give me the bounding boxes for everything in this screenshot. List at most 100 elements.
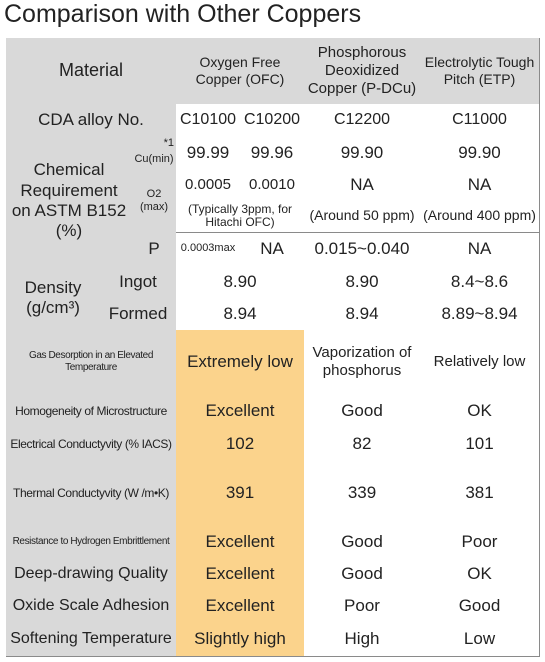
row-label: CDA alloy No. [6, 104, 177, 137]
row-label-text: Density (g/cm³) [24, 277, 82, 317]
value-cell-text: OK [467, 400, 492, 420]
value-cell-text: C12200 [333, 111, 391, 129]
value-cell: 8.94 [304, 298, 421, 331]
value-cell: Good [420, 590, 540, 623]
value-cell: 8.90 [176, 266, 305, 299]
note-cell-text: (Typically 3ppm, for Hitachi OFC) [187, 201, 293, 229]
note-cell: (Around 400 ppm) [420, 200, 540, 233]
value-cell-text: C10100 [179, 111, 237, 129]
value-cell-text: 99.90 [340, 142, 384, 162]
note-cell: (Typically 3ppm, for Hitachi OFC) [176, 200, 305, 233]
row-label-text: Oxide Scale Adhesion [12, 597, 170, 615]
sub-label: P [132, 232, 177, 267]
sub-label-text: Cu(min) [134, 152, 174, 165]
footnote-mark: *1 [163, 137, 174, 149]
sub-label: Cu(min) *1 [132, 136, 177, 171]
value-cell: 8.4~8.6 [420, 266, 540, 299]
row-label-text: Chemical Requirement on ASTM B152 (%) [11, 160, 127, 241]
sub-label-text: Ingot [119, 271, 157, 291]
value-cell-text: Poor [344, 595, 380, 615]
note-cell: (Around 50 ppm) [304, 200, 421, 233]
page-title: Comparison with Other Coppers [4, 0, 362, 28]
value-cell-text: 0.0003max [180, 242, 236, 255]
header-cell-text: Material [58, 60, 124, 81]
value-cell-text: 339 [347, 482, 377, 502]
value-cell-text: Excellent [205, 595, 275, 615]
header-cell-text: Oxygen Free Copper (OFC) [195, 54, 285, 87]
value-cell-text: C11000 [452, 111, 507, 129]
value-cell-text: NA [350, 174, 374, 194]
value-cell: 0.0010 [240, 170, 305, 201]
value-cell: NA [420, 170, 540, 201]
value-cell-text: High [344, 628, 380, 648]
value-cell-text: Good [341, 563, 383, 583]
value-cell-text: 8.90 [223, 271, 257, 291]
value-cell: 0.0003max [176, 232, 241, 267]
value-cell: C12200 [304, 104, 421, 137]
value-cell-text: 8.94 [223, 303, 257, 323]
note-cell-text: (Around 50 ppm) [309, 207, 415, 224]
row-label-text: Resistance to Hydrogen Embrittlement [12, 536, 170, 547]
value-cell: 8.89~8.94 [420, 298, 540, 331]
value-cell: Low [420, 622, 540, 657]
value-cell: 82 [304, 428, 421, 461]
sub-label: Formed [100, 298, 177, 331]
value-cell-text: Low [463, 628, 496, 648]
value-cell-text: 381 [465, 482, 494, 502]
value-cell: NA [420, 232, 540, 267]
row-label: Density (g/cm³) [6, 266, 101, 331]
value-cell-text: 8.89~8.94 [441, 303, 518, 323]
value-cell: 102 [176, 428, 305, 461]
value-cell: High [304, 622, 421, 657]
value-cell: C10100 [176, 104, 241, 137]
header-cell-text: Phosphorous Deoxidized Copper (P-DCu) [307, 44, 417, 97]
value-cell-text: NA [260, 238, 284, 258]
value-cell: 99.90 [420, 136, 540, 171]
row-label-text: Homogeneity of Microstructure [15, 403, 167, 418]
value-cell: NA [240, 232, 305, 267]
value-cell-text: Excellent [205, 563, 275, 583]
value-cell: NA [304, 170, 421, 201]
row-label: Thermal Conductyvity (W /m•K) [6, 460, 177, 527]
value-cell: Excellent [176, 590, 305, 623]
value-cell-text: Good [458, 595, 501, 615]
value-cell: Good [304, 558, 421, 591]
value-cell-text: 0.0010 [249, 176, 295, 193]
value-cell-text: 99.90 [458, 142, 501, 162]
header-cell: Phosphorous Deoxidized Copper (P-DCu) [304, 38, 421, 105]
row-label-text: Gas Desorption in an Elevated Temperatur… [28, 350, 154, 373]
value-cell-text: 82 [352, 433, 372, 453]
header-cell: Electrolytic Tough Pitch (ETP) [420, 38, 540, 105]
value-cell: OK [420, 394, 540, 429]
value-cell-text: Good [341, 400, 383, 420]
value-cell: 381 [420, 460, 540, 527]
sub-label: Ingot [100, 266, 177, 299]
row-label: Gas Desorption in an Elevated Temperatur… [6, 330, 177, 395]
row-label: Deep-drawing Quality [6, 558, 177, 591]
row-label-text: Electrical Conductyvity (% IACS) [10, 436, 172, 451]
value-cell: Vaporization of phosphorus [304, 330, 421, 395]
value-cell-text: Vaporization of phosphorus [312, 344, 412, 379]
header-cell: Oxygen Free Copper (OFC) [176, 38, 305, 105]
value-cell: C10200 [240, 104, 305, 137]
value-cell: Poor [420, 526, 540, 559]
sub-label-text: O2 (max) [139, 187, 169, 213]
sub-label-text: Formed [108, 303, 168, 323]
value-cell-text: Excellent [205, 531, 275, 551]
value-cell: OK [420, 558, 540, 591]
row-label-text: Deep-drawing Quality [14, 565, 168, 583]
row-label-text: Softening Temperature [10, 630, 172, 648]
row-label: Softening Temperature [6, 622, 177, 657]
value-cell-text: OK [467, 563, 492, 583]
row-label-text: Thermal Conductyvity (W /m•K) [13, 485, 169, 500]
value-cell: 339 [304, 460, 421, 527]
value-cell-text: Good [341, 531, 383, 551]
value-cell-text: 8.90 [345, 271, 379, 291]
value-cell: 99.96 [240, 136, 305, 171]
value-cell-text: 0.0005 [185, 176, 231, 193]
value-cell: Excellent [176, 526, 305, 559]
value-cell-text: Excellent [205, 400, 275, 420]
value-cell-text: 8.4~8.6 [450, 271, 509, 291]
value-cell-text: 102 [225, 433, 255, 453]
value-cell: 391 [176, 460, 305, 527]
